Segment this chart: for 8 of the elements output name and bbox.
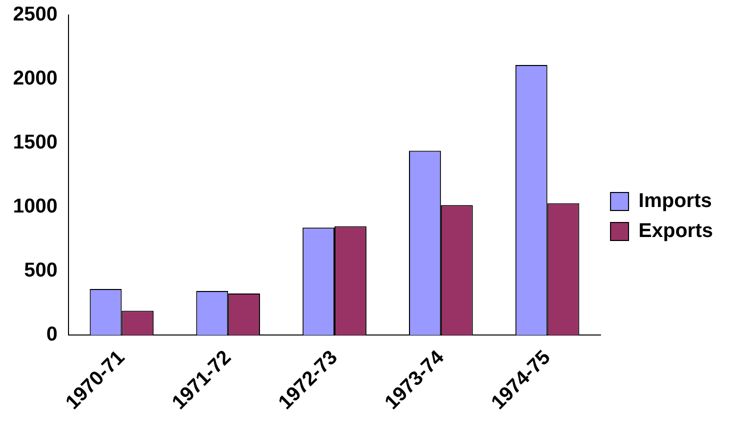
y-tick-label: 1500 [12, 132, 58, 154]
y-tick-label: 2000 [12, 68, 58, 90]
legend-label: Imports [638, 190, 712, 212]
y-tick-label: 1000 [12, 196, 58, 218]
y-tick-label: 500 [24, 260, 58, 282]
legend-label: Exports [638, 220, 714, 242]
y-tick-label: 2500 [12, 4, 58, 26]
y-tick-label: 0 [46, 324, 58, 346]
